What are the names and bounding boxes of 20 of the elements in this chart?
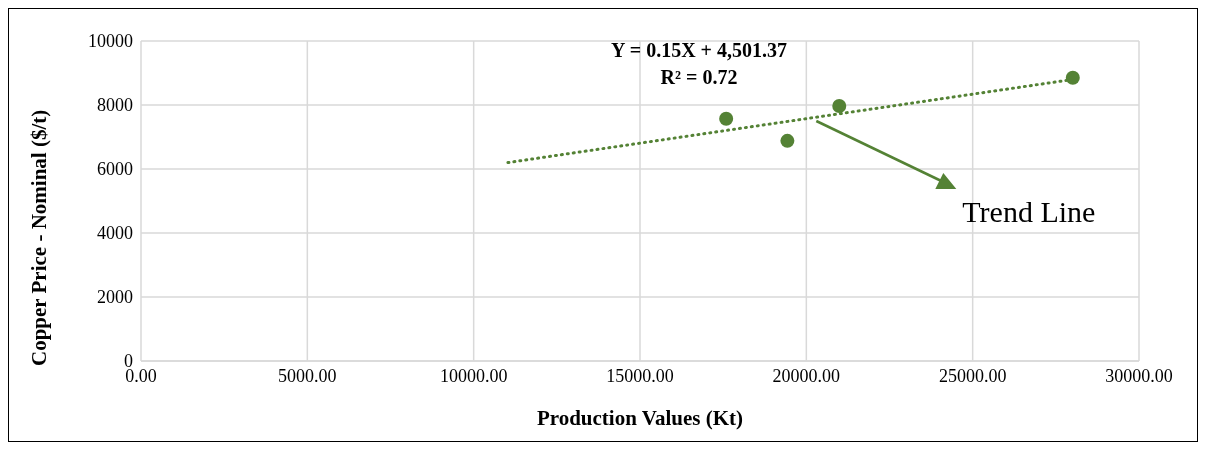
y-tick-label: 2000 — [97, 287, 133, 308]
x-axis-title: Production Values (Kt) — [536, 406, 744, 430]
y-tick-label: 4000 — [97, 223, 133, 244]
y-tick-label: 6000 — [97, 159, 133, 180]
x-tick-label: 20000.00 — [772, 365, 841, 386]
point — [719, 111, 734, 126]
x-tick-label: 15000.00 — [606, 365, 674, 386]
y-tick-label: 8000 — [97, 95, 133, 116]
point — [1065, 70, 1080, 85]
point — [832, 98, 847, 113]
x-tick-label: 30000.00 — [1105, 365, 1173, 386]
annotation: Trend Line — [962, 195, 1096, 228]
y-axis-title: Copper Price - Nominal ($/t) — [27, 109, 52, 366]
x-tick-label: 25000.00 — [938, 365, 1007, 386]
annotation: R² = 0.72 — [660, 66, 738, 88]
x-tick-label: 10000.00 — [439, 365, 508, 386]
annotation: Y = 0.15X + 4,501.37 — [611, 39, 787, 61]
y-tick-label: 10000 — [88, 31, 133, 52]
x-tick-label: 5000.00 — [278, 365, 337, 386]
point — [780, 133, 795, 148]
